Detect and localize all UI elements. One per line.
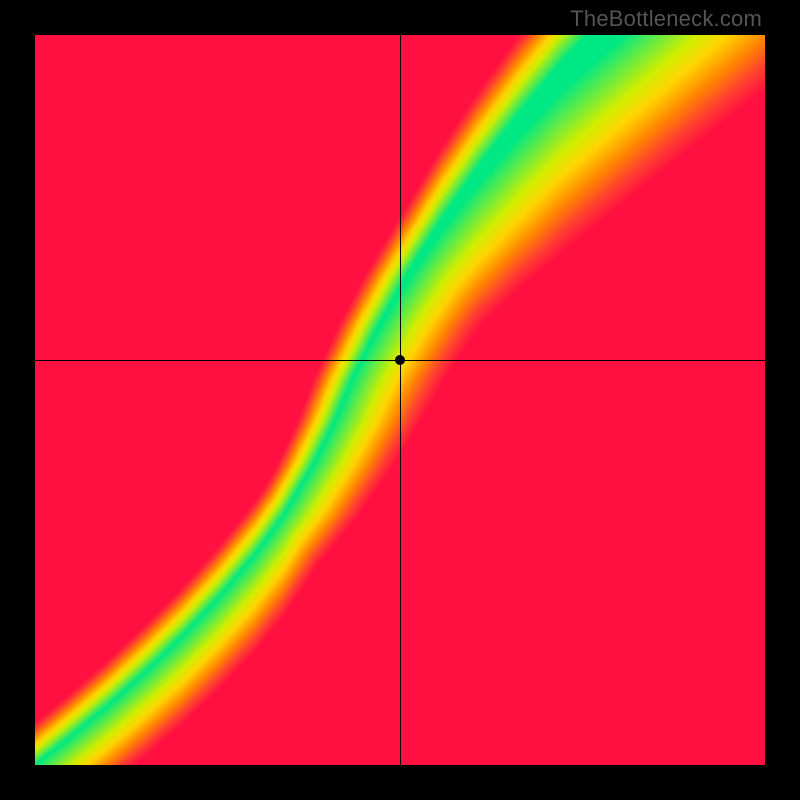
benchmark-point xyxy=(395,355,405,365)
crosshair-vertical xyxy=(400,35,401,765)
watermark-text: TheBottleneck.com xyxy=(570,6,762,32)
chart-container: TheBottleneck.com xyxy=(0,0,800,800)
plot-area xyxy=(35,35,765,765)
